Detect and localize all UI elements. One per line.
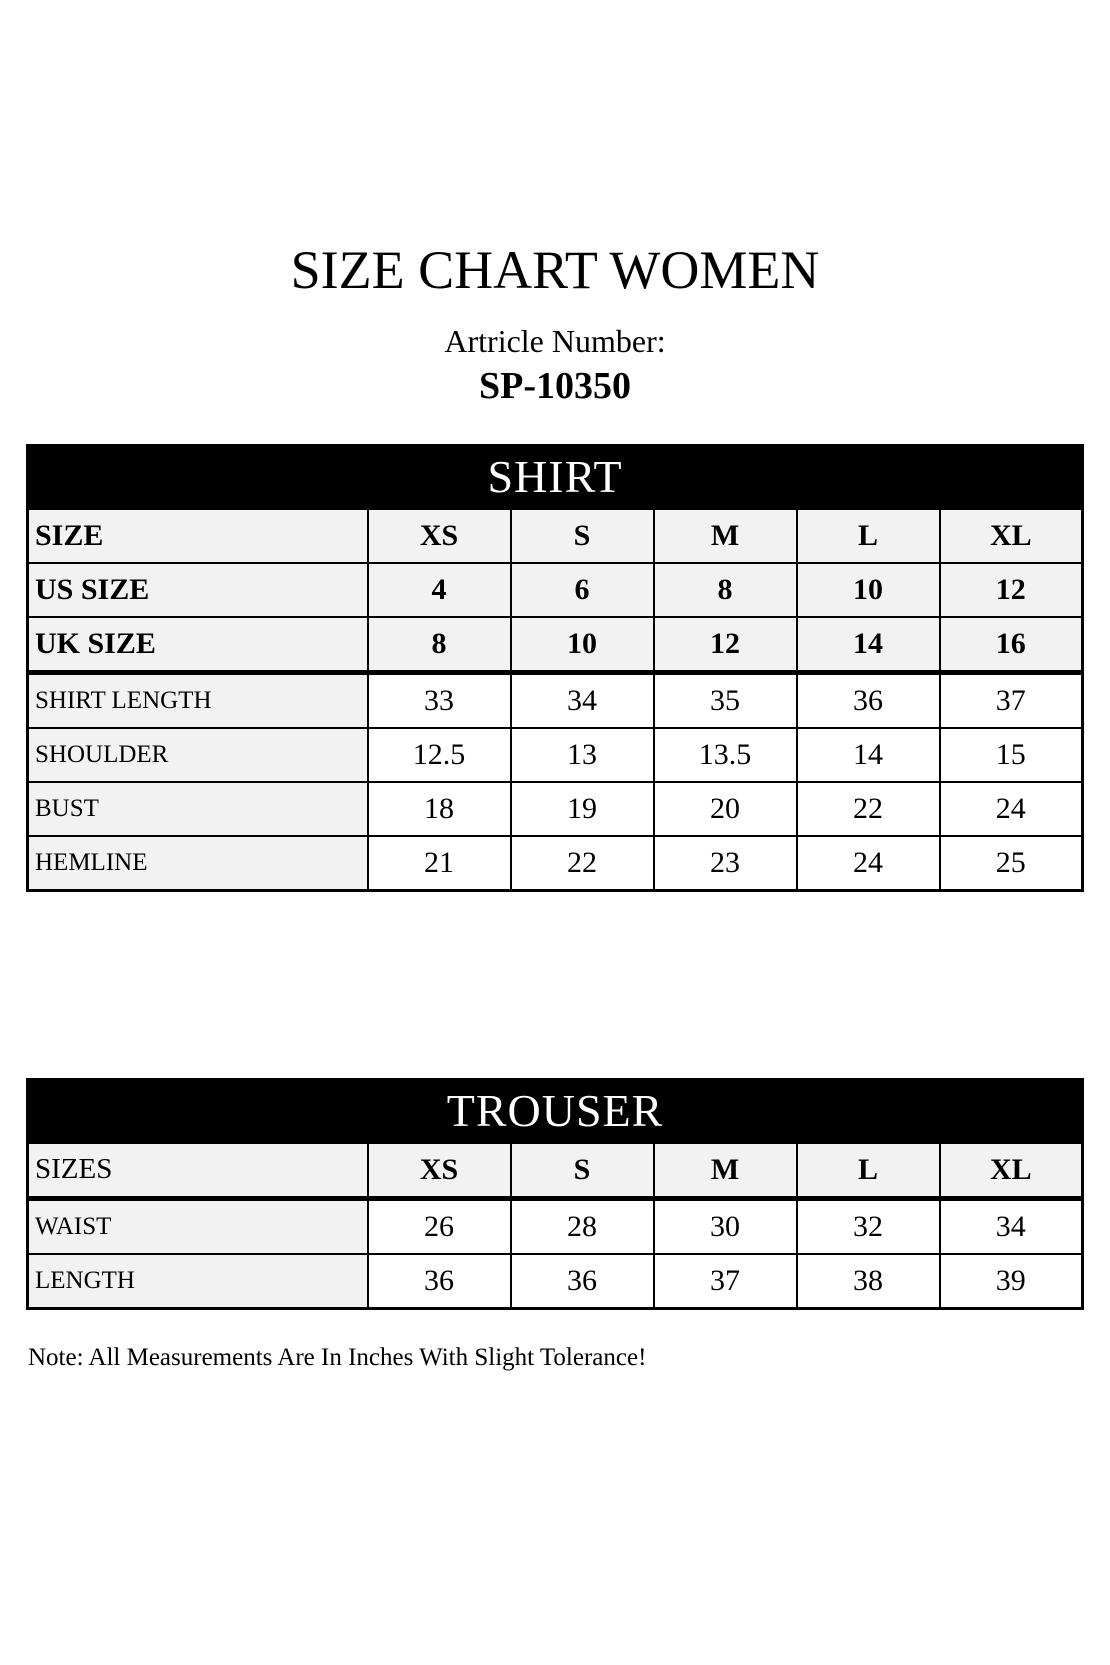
- measurement-cell: 36: [509, 1252, 655, 1310]
- measurement-cell: 34: [938, 1197, 1084, 1255]
- measurement-cell: 30: [652, 1197, 798, 1255]
- size-cell: 6: [509, 561, 655, 618]
- size-cell: 4: [366, 561, 512, 618]
- size-cell: 16: [938, 615, 1084, 675]
- size-cell: 12: [938, 561, 1084, 618]
- measurement-cell: 32: [795, 1197, 941, 1255]
- trouser-table-banner: TROUSER: [25, 1077, 1085, 1144]
- table-row: UK SIZE 8 10 12 14 16: [26, 615, 1084, 675]
- measurement-cell: 24: [795, 834, 941, 892]
- measurement-cell: 18: [366, 780, 512, 837]
- measurement-cell: 14: [795, 726, 941, 783]
- table-row: BUST 18 19 20 22 24: [26, 780, 1084, 837]
- measurement-cell: 19: [509, 780, 655, 837]
- row-label: LENGTH: [26, 1252, 369, 1310]
- measurement-cell: 35: [652, 671, 798, 729]
- table-row: US SIZE 4 6 8 10 12: [26, 561, 1084, 618]
- measurement-cell: 36: [366, 1252, 512, 1310]
- measurement-cell: 22: [509, 834, 655, 892]
- measurement-cell: 13: [509, 726, 655, 783]
- measurement-cell: 25: [938, 834, 1084, 892]
- size-cell: 10: [795, 561, 941, 618]
- row-label: SIZES: [26, 1141, 369, 1201]
- size-cell: L: [795, 1141, 941, 1201]
- shirt-table-title: SHIRT: [25, 443, 1085, 510]
- measurement-cell: 36: [795, 671, 941, 729]
- table-row: LENGTH 36 36 37 38 39: [26, 1252, 1084, 1310]
- size-cell: M: [652, 507, 798, 564]
- row-label: HEMLINE: [26, 834, 369, 892]
- measurement-cell: 12.5: [366, 726, 512, 783]
- measurement-cell: 33: [366, 671, 512, 729]
- size-cell: XS: [366, 507, 512, 564]
- size-cell: XL: [938, 507, 1084, 564]
- size-cell: 8: [366, 615, 512, 675]
- trouser-size-table: TROUSER SIZES XS S M L XL WAIST 26 28 30…: [25, 1077, 1085, 1310]
- row-label: BUST: [26, 780, 369, 837]
- size-cell: S: [509, 1141, 655, 1201]
- measurement-cell: 15: [938, 726, 1084, 783]
- measurement-cell: 20: [652, 780, 798, 837]
- row-label: UK SIZE: [26, 615, 369, 675]
- shirt-table-banner: SHIRT: [25, 443, 1085, 510]
- measurement-cell: 24: [938, 780, 1084, 837]
- measurement-cell: 28: [509, 1197, 655, 1255]
- article-number-value: SP-10350: [479, 364, 631, 407]
- shirt-size-table: SHIRT SIZE XS S M L XL US SIZE 4 6 8 10 …: [25, 443, 1085, 892]
- table-row: HEMLINE 21 22 23 24 25: [26, 834, 1084, 892]
- table-row: SIZE XS S M L XL: [26, 507, 1084, 564]
- row-label: SHOULDER: [26, 726, 369, 783]
- measurement-cell: 21: [366, 834, 512, 892]
- measurement-note: Note: All Measurements Are In Inches Wit…: [28, 1343, 647, 1371]
- measurement-cell: 34: [509, 671, 655, 729]
- measurement-cell: 39: [938, 1252, 1084, 1310]
- size-cell: S: [509, 507, 655, 564]
- size-cell: 12: [652, 615, 798, 675]
- size-cell: XL: [938, 1141, 1084, 1201]
- row-label: SIZE: [26, 507, 369, 564]
- page-title: SIZE CHART WOMEN: [290, 240, 820, 300]
- measurement-cell: 37: [938, 671, 1084, 729]
- measurement-cell: 37: [652, 1252, 798, 1310]
- measurement-cell: 26: [366, 1197, 512, 1255]
- size-cell: XS: [366, 1141, 512, 1201]
- document-header: SIZE CHART WOMEN Artricle Number: SP-103…: [0, 0, 1110, 408]
- article-number-label: Artricle Number:: [444, 322, 666, 359]
- size-cell: 8: [652, 561, 798, 618]
- row-label: SHIRT LENGTH: [26, 671, 369, 729]
- measurement-cell: 38: [795, 1252, 941, 1310]
- row-label: US SIZE: [26, 561, 369, 618]
- row-label: WAIST: [26, 1197, 369, 1255]
- table-row: SIZES XS S M L XL: [26, 1141, 1084, 1201]
- trouser-table-title: TROUSER: [25, 1077, 1085, 1144]
- size-cell: 14: [795, 615, 941, 675]
- size-cell: 10: [509, 615, 655, 675]
- size-cell: L: [795, 507, 941, 564]
- table-row: WAIST 26 28 30 32 34: [26, 1197, 1084, 1255]
- measurement-cell: 23: [652, 834, 798, 892]
- size-cell: M: [652, 1141, 798, 1201]
- table-row: SHIRT LENGTH 33 34 35 36 37: [26, 671, 1084, 729]
- table-row: SHOULDER 12.5 13 13.5 14 15: [26, 726, 1084, 783]
- measurement-cell: 13.5: [652, 726, 798, 783]
- measurement-cell: 22: [795, 780, 941, 837]
